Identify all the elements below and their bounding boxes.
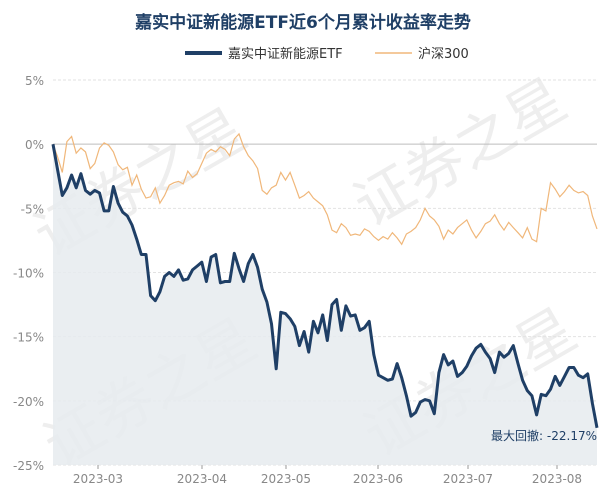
chart-title: 嘉实中证新能源ETF近6个月累计收益率走势 bbox=[134, 12, 471, 33]
legend-label-hs300: 沪深300 bbox=[418, 46, 469, 62]
x-tick-label: 2023-07 bbox=[443, 472, 493, 486]
x-tick-label: 2023-04 bbox=[177, 472, 227, 486]
y-tick-label: 0% bbox=[25, 138, 44, 152]
y-tick-label: -20% bbox=[13, 395, 44, 409]
y-tick-label: -5% bbox=[21, 202, 44, 216]
etf-area bbox=[53, 144, 597, 465]
watermark-text: 证券之星 bbox=[343, 65, 578, 240]
legend: 嘉实中证新能源ETF 沪深300 bbox=[185, 46, 469, 62]
y-tick-label: -10% bbox=[13, 267, 44, 281]
x-tick-label: 2023-08 bbox=[532, 472, 582, 486]
etf-line bbox=[51, 143, 599, 429]
series-lines bbox=[51, 132, 599, 429]
area-fill bbox=[53, 144, 597, 465]
y-tick-label: -15% bbox=[13, 331, 44, 345]
legend-label-etf: 嘉实中证新能源ETF bbox=[228, 46, 343, 62]
x-tick-label: 2023-05 bbox=[261, 472, 311, 486]
x-tick-label: 2023-06 bbox=[353, 472, 403, 486]
max-drawdown-annotation: 最大回撤: -22.17% bbox=[491, 428, 597, 443]
y-tick-label: 5% bbox=[25, 74, 44, 88]
x-tick-label: 2023-03 bbox=[73, 472, 123, 486]
hs300-line bbox=[52, 132, 598, 246]
axes: 5% 0% -5% -10% -15% -20% -25% 2023-03 2023-04 202… bbox=[13, 74, 582, 486]
y-tick-label: -25% bbox=[13, 459, 44, 473]
